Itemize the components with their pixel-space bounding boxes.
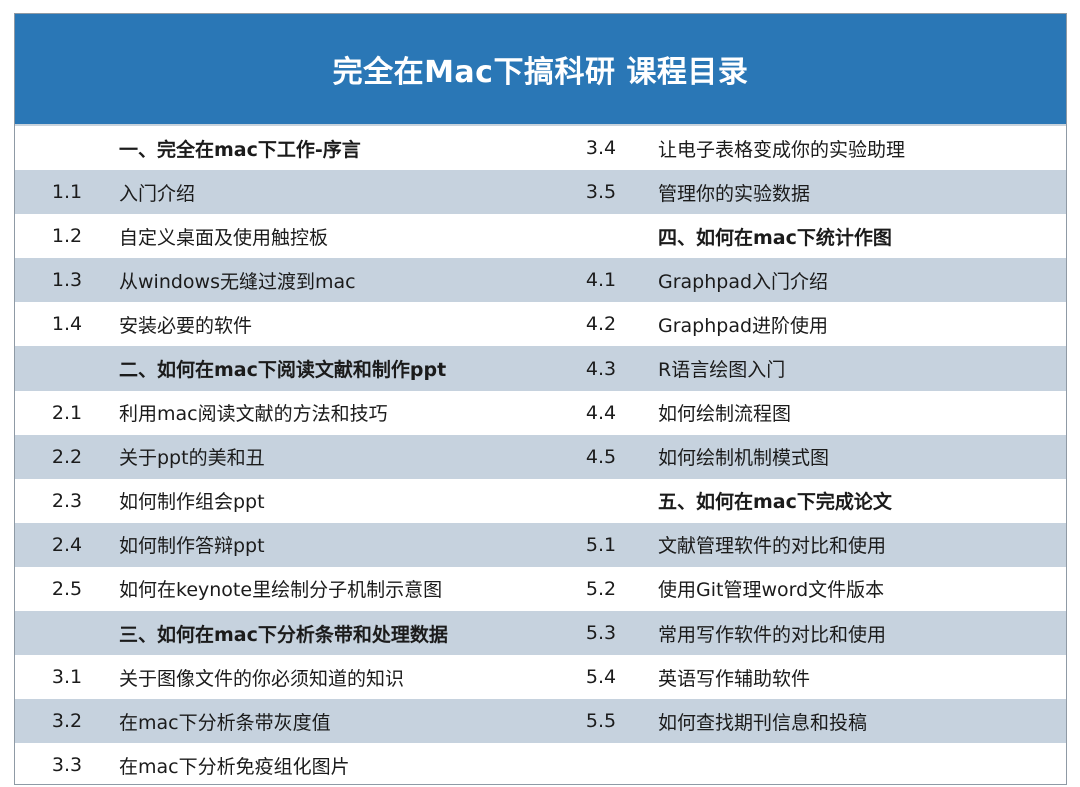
- left-lesson-title: 入门介绍: [119, 170, 544, 215]
- right-section-number: 5.2: [585, 577, 617, 600]
- right-lesson-title: 如何绘制流程图: [658, 403, 792, 426]
- table-row: 2.4 如何制作答辩ppt 5.1 文献管理软件的对比和使用: [15, 522, 1066, 567]
- right-lesson-title: 英语写作辅助软件: [658, 667, 811, 690]
- right-section-number: 3.4: [585, 137, 617, 160]
- left-section-number: 2.2: [15, 434, 119, 479]
- right-section-number: 4.3: [544, 346, 658, 391]
- header-divider: [15, 124, 1066, 126]
- left-lesson-title: 二、如何在mac下阅读文献和制作ppt: [119, 346, 544, 391]
- table-row: 2.3 如何制作组会ppt 五、如何在mac下完成论文: [15, 479, 1066, 523]
- table-row: 三、如何在mac下分析条带和处理数据 5.3 常用写作软件的对比和使用: [15, 611, 1066, 656]
- left-lesson-title: 自定义桌面及使用触控板: [119, 226, 329, 249]
- left-lesson-title: 如何制作组会ppt: [119, 491, 265, 514]
- right-section-number: [544, 214, 658, 258]
- left-section-number: 3.3: [51, 754, 83, 777]
- right-section-number: 4.1: [544, 258, 658, 303]
- table-row: 1.3 从windows无缝过渡到mac 4.1 Graphpad入门介绍: [15, 258, 1066, 303]
- right-section-number: 4.2: [585, 313, 617, 336]
- right-lesson-title: Graphpad入门介绍: [658, 258, 1066, 303]
- right-lesson-title: 使用Git管理word文件版本: [658, 579, 885, 602]
- left-lesson-title: 一、完全在mac下工作-序言: [119, 138, 361, 161]
- right-section-number: 5.1: [544, 522, 658, 567]
- left-lesson-title: 利用mac阅读文献的方法和技巧: [119, 403, 388, 426]
- right-lesson-title: 常用写作软件的对比和使用: [658, 611, 1066, 656]
- right-lesson-title: Graphpad进阶使用: [658, 314, 829, 337]
- left-section-number: 1.2: [51, 225, 83, 248]
- right-lesson-title: 五、如何在mac下完成论文: [658, 491, 892, 514]
- table-row: 1.1 入门介绍 3.5 管理你的实验数据: [15, 170, 1066, 215]
- left-section-number: 2.3: [51, 489, 83, 512]
- table-row: 一、完全在mac下工作-序言 3.4 让电子表格变成你的实验助理: [15, 126, 1066, 170]
- page-title: 完全在Mac下搞科研 课程目录: [332, 55, 749, 90]
- right-lesson-title: 四、如何在mac下统计作图: [658, 226, 892, 249]
- table-row: 1.4 安装必要的软件 4.2 Graphpad进阶使用: [15, 302, 1066, 346]
- left-section-number: [15, 346, 119, 391]
- left-section-number: [15, 611, 119, 656]
- left-section-number: [15, 126, 119, 170]
- table-row: 二、如何在mac下阅读文献和制作ppt 4.3 R语言绘图入门: [15, 346, 1066, 391]
- left-lesson-title: 如何制作答辩ppt: [119, 522, 544, 567]
- table-row: 1.2 自定义桌面及使用触控板 四、如何在mac下统计作图: [15, 214, 1066, 258]
- right-section-number: 4.4: [585, 401, 617, 424]
- table-row: 3.1 关于图像文件的你必须知道的知识 5.4 英语写作辅助软件: [15, 655, 1066, 699]
- left-lesson-title: 安装必要的软件: [119, 314, 253, 337]
- course-table-body: 一、完全在mac下工作-序言 3.4 让电子表格变成你的实验助理 1.1 入门介绍 3.5…: [15, 126, 1066, 784]
- right-section-number: 5.4: [585, 666, 617, 689]
- right-section-number: 3.5: [544, 170, 658, 215]
- right-lesson-title: [658, 743, 1066, 784]
- left-lesson-title: 三、如何在mac下分析条带和处理数据: [119, 611, 544, 656]
- right-lesson-title: R语言绘图入门: [658, 346, 1066, 391]
- right-lesson-title: 如何查找期刊信息和投稿: [658, 699, 1066, 744]
- right-lesson-title: 让电子表格变成你的实验助理: [658, 138, 906, 161]
- right-section-number: [544, 743, 658, 784]
- left-lesson-title: 如何在keynote里绘制分子机制示意图: [119, 579, 443, 602]
- left-section-number: 1.4: [51, 313, 83, 336]
- table-row: 2.2 关于ppt的美和丑 4.5 如何绘制机制模式图: [15, 434, 1066, 479]
- left-lesson-title: 在mac下分析免疫组化图片: [119, 755, 350, 778]
- left-section-number: 2.4: [15, 522, 119, 567]
- right-lesson-title: 管理你的实验数据: [658, 170, 1066, 215]
- right-section-number: 5.5: [544, 699, 658, 744]
- right-section-number: [544, 479, 658, 523]
- left-section-number: 1.1: [15, 170, 119, 215]
- left-section-number: 3.1: [51, 666, 83, 689]
- right-lesson-title: 如何绘制机制模式图: [658, 434, 1066, 479]
- left-section-number: 1.3: [15, 258, 119, 303]
- right-section-number: 5.3: [544, 611, 658, 656]
- left-section-number: 3.2: [15, 699, 119, 744]
- left-lesson-title: 从windows无缝过渡到mac: [119, 258, 544, 303]
- left-lesson-title: 在mac下分析条带灰度值: [119, 699, 544, 744]
- left-section-number: 2.1: [51, 401, 83, 424]
- table-row: 2.1 利用mac阅读文献的方法和技巧 4.4 如何绘制流程图: [15, 391, 1066, 435]
- table-row: 3.2 在mac下分析条带灰度值 5.5 如何查找期刊信息和投稿: [15, 699, 1066, 744]
- table-row: 2.5 如何在keynote里绘制分子机制示意图 5.2 使用Git管理word文件版…: [15, 567, 1066, 611]
- right-section-number: 4.5: [544, 434, 658, 479]
- catalog-header: 完全在Mac下搞科研 课程目录: [15, 14, 1066, 124]
- table-row: 3.3 在mac下分析免疫组化图片: [15, 743, 1066, 784]
- catalog-frame: 完全在Mac下搞科研 课程目录 一、完全在mac下工作-序言 3.4 让电子表格变成…: [14, 13, 1067, 785]
- course-table: 一、完全在mac下工作-序言 3.4 让电子表格变成你的实验助理 1.1 入门介绍 3.5…: [15, 126, 1066, 784]
- left-lesson-title: 关于ppt的美和丑: [119, 434, 544, 479]
- left-lesson-title: 关于图像文件的你必须知道的知识: [119, 667, 405, 690]
- right-lesson-title: 文献管理软件的对比和使用: [658, 522, 1066, 567]
- left-section-number: 2.5: [51, 577, 83, 600]
